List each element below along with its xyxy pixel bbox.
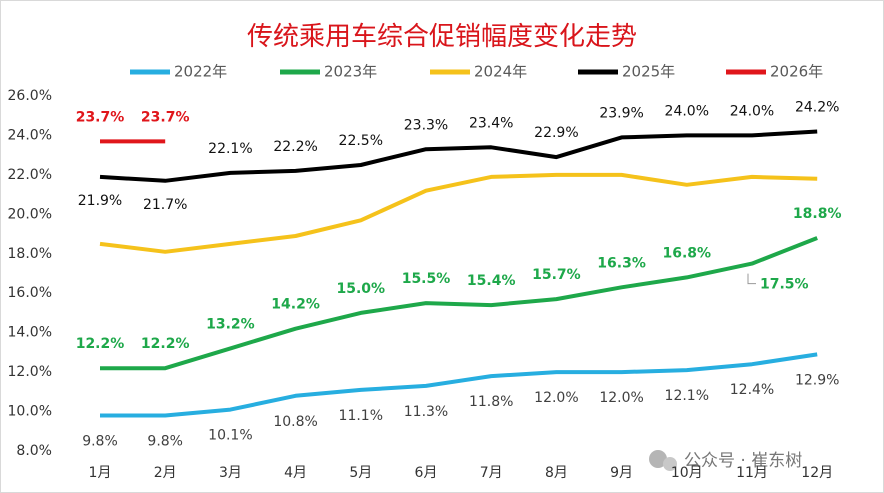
data-label: 10.1% [208,428,252,444]
x-tick-label: 11月 [736,465,768,481]
x-tick-label: 10月 [671,465,703,481]
legend-label: 2022年 [174,63,227,81]
x-tick-label: 6月 [415,465,438,481]
x-tick-label: 5月 [349,465,372,481]
y-tick-label: 8.0% [16,443,52,459]
data-label: 22.5% [339,133,383,149]
legend-label: 2026年 [770,63,823,81]
data-label: 11.1% [339,408,383,424]
series-line [100,236,818,371]
data-label: 24.2% [795,100,839,116]
data-label: 23.3% [404,117,448,133]
legend-label: 2024年 [474,63,527,81]
series-line [99,172,818,254]
leader-line [747,273,756,285]
data-label: 11.8% [469,394,513,410]
data-label: 14.2% [271,297,320,313]
data-label: 24.0% [730,103,774,119]
data-label: 10.8% [273,414,317,430]
data-label: 12.4% [730,382,774,398]
series-line [99,129,818,183]
y-tick-label: 14.0% [8,325,52,341]
data-label: 21.9% [78,193,122,209]
x-tick-label: 8月 [545,465,568,481]
data-label: 9.8% [82,434,118,450]
watermark-text: 公众号 · 崔东树 [684,451,802,471]
data-label: 21.7% [143,197,187,213]
data-label: 18.8% [793,206,842,222]
legend-label: 2023年 [324,63,377,81]
data-label: 17.5% [760,277,809,293]
x-tick-label: 4月 [284,465,307,481]
chart-title: 传统乘用车综合促销幅度变化走势 [247,22,637,52]
data-label: 13.2% [206,316,255,332]
data-label: 23.9% [599,105,643,121]
x-tick-label: 7月 [480,465,503,481]
x-tick-label: 9月 [610,465,633,481]
y-tick-label: 20.0% [8,206,52,222]
data-label: 23.7% [76,109,125,125]
data-label: 15.0% [337,281,386,297]
data-label: 9.8% [147,434,183,450]
watermark: 公众号 · 崔东树 [649,450,802,471]
x-tick-label: 12月 [801,465,833,481]
data-label: 15.4% [467,273,516,289]
data-label: 11.3% [404,404,448,420]
series-line [100,352,818,418]
x-tick-label: 1月 [89,465,112,481]
data-label: 12.9% [795,372,839,388]
data-label: 23.7% [141,109,190,125]
y-tick-label: 26.0% [8,88,52,104]
x-tick-label: 2月 [154,465,177,481]
data-label: 22.9% [534,125,578,141]
x-tick-label: 3月 [219,465,242,481]
data-label: 15.7% [532,267,581,283]
y-tick-label: 22.0% [8,167,52,183]
data-label: 15.5% [402,271,451,287]
data-label: 12.1% [665,388,709,404]
y-tick-label: 18.0% [8,246,52,262]
y-tick-label: 12.0% [8,364,52,380]
data-label: 12.2% [76,336,125,352]
data-label: 22.2% [273,139,317,155]
data-label: 22.1% [208,141,252,157]
y-tick-label: 16.0% [8,285,52,301]
data-label: 12.0% [534,390,578,406]
y-tick-label: 10.0% [8,404,52,420]
data-label: 23.4% [469,115,513,131]
watermark-icon [649,450,667,468]
y-tick-label: 24.0% [8,127,52,143]
data-label: 16.3% [597,255,646,271]
data-label: 12.2% [141,336,190,352]
data-label: 24.0% [665,103,709,119]
data-label: 16.8% [663,245,712,261]
data-label: 12.0% [599,390,643,406]
watermark-icon [663,457,677,471]
legend-label: 2025年 [622,63,675,81]
